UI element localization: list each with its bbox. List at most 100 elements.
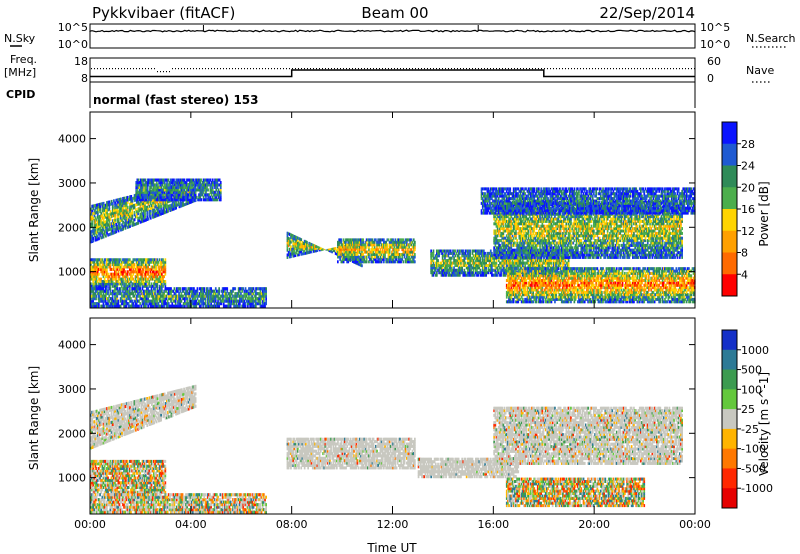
- range-cell: [115, 227, 118, 231]
- range-cell: [129, 195, 131, 199]
- range-cell: [106, 231, 108, 235]
- range-cell: [119, 287, 122, 291]
- range-cell: [93, 214, 96, 218]
- range-cell: [136, 203, 138, 207]
- range-cell: [129, 212, 131, 216]
- nave-dot: [250, 68, 251, 70]
- range-cell: [119, 202, 122, 206]
- range-cell: [101, 209, 104, 213]
- nave-dot: [679, 68, 680, 70]
- freq-left-tick-bottom: 8: [81, 72, 88, 85]
- nave-dot: [652, 68, 653, 70]
- range-cell: [138, 216, 141, 220]
- nave-dot: [205, 68, 206, 70]
- range-cell: [105, 225, 107, 228]
- range-cell: [100, 224, 103, 228]
- range-cell: [132, 196, 135, 200]
- range-cell: [124, 206, 127, 210]
- nave-dot: [448, 68, 449, 70]
- range-cell: [113, 209, 115, 213]
- freq-label-line2: [MHz]: [4, 66, 36, 79]
- range-cell: [106, 226, 108, 230]
- range-cell: [115, 225, 118, 229]
- nave-dot: [94, 68, 95, 70]
- range-cell: [111, 202, 114, 206]
- range-cell: [226, 287, 229, 291]
- range-cell: [103, 204, 106, 207]
- range-cell: [136, 200, 138, 204]
- range-cell: [106, 211, 108, 215]
- nave-dot: [112, 68, 113, 70]
- nave-dot: [202, 68, 203, 70]
- range-cell: [147, 207, 150, 211]
- nave-dot: [277, 68, 278, 70]
- range-cell: [102, 223, 105, 227]
- range-cell: [96, 222, 99, 226]
- nave-dot: [244, 68, 245, 70]
- range-cell: [111, 214, 114, 218]
- range-cell: [147, 217, 150, 221]
- range-cell: [140, 212, 143, 216]
- range-cell: [111, 211, 114, 215]
- range-cell: [114, 216, 116, 220]
- nave-dot: [109, 68, 110, 70]
- range-cell: [142, 216, 145, 220]
- range-cell: [177, 185, 180, 189]
- range-cell: [96, 225, 99, 229]
- range-cell: [101, 207, 104, 210]
- range-cell: [106, 223, 108, 227]
- nave-dot: [223, 68, 224, 70]
- nave-dot: [505, 68, 506, 70]
- range-cell: [134, 222, 137, 226]
- range-cell: [139, 220, 142, 224]
- nave-dot: [391, 68, 392, 70]
- nave-dot: [232, 68, 233, 70]
- range-cell: [137, 202, 139, 206]
- range-cell: [106, 213, 108, 217]
- nave-dot: [322, 68, 323, 70]
- range-cell: [105, 229, 107, 233]
- range-cell: [141, 214, 144, 218]
- nave-dot: [691, 68, 692, 70]
- range-cell: [142, 201, 145, 205]
- nave-dot: [265, 68, 266, 70]
- nave-dot: [469, 68, 470, 70]
- nave-dot: [514, 68, 515, 70]
- nave-dot: [496, 68, 497, 70]
- range-cell: [94, 221, 97, 225]
- range-cell: [113, 214, 115, 218]
- range-cell: [105, 210, 107, 214]
- range-cell: [144, 216, 146, 220]
- range-cell: [123, 204, 126, 208]
- nave-dot: [481, 68, 482, 70]
- nave-dot: [484, 68, 485, 70]
- range-cell: [146, 213, 149, 217]
- range-cell: [105, 234, 107, 238]
- range-cell: [100, 229, 103, 232]
- range-cell: [125, 221, 128, 225]
- nave-dot: [130, 68, 131, 70]
- nave-dot: [616, 68, 617, 70]
- nave-dot: [331, 68, 332, 70]
- nave-dot: [346, 68, 347, 70]
- nave-dot: [502, 68, 503, 70]
- range-cell: [119, 228, 122, 232]
- range-cell: [102, 216, 105, 220]
- nave-dot: [214, 68, 215, 70]
- range-cell: [134, 215, 137, 219]
- range-cell: [131, 214, 134, 218]
- range-cell: [141, 204, 144, 208]
- nave-dot: [97, 68, 98, 70]
- range-cell: [234, 287, 237, 291]
- range-cell: [124, 214, 127, 218]
- range-cell: [93, 231, 96, 235]
- nave-dot: [337, 68, 338, 70]
- range-cell: [144, 211, 146, 215]
- range-cell: [100, 231, 103, 235]
- nave-dot: [190, 68, 191, 70]
- range-cell: [432, 249, 435, 253]
- range-cell: [114, 203, 116, 207]
- nave-dot: [595, 68, 596, 70]
- nave-dot: [463, 68, 464, 70]
- range-cell: [126, 195, 129, 199]
